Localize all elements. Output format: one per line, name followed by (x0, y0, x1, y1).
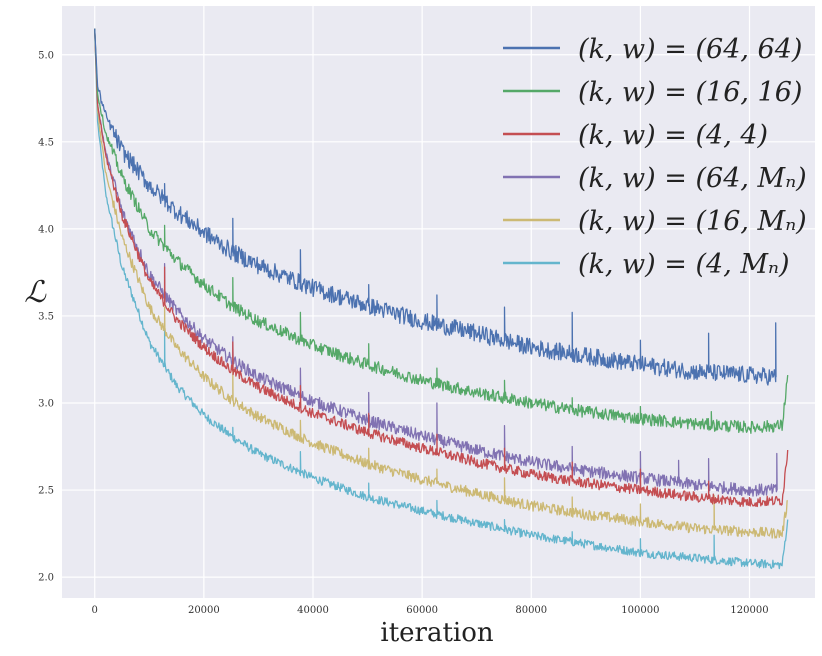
x-axis-label: iteration (380, 618, 493, 648)
legend-label: (k, w) = (16, 16) (578, 77, 802, 108)
series-line-3 (94, 28, 789, 508)
x-tick-label: 80000 (515, 605, 547, 616)
x-tick-label: 40000 (297, 605, 329, 616)
series-line-5 (94, 28, 788, 539)
y-tick-label: 3.0 (38, 398, 54, 409)
y-tick-label: 2.5 (38, 486, 54, 497)
x-tick-label: 120000 (730, 605, 768, 616)
x-tick-label: 100000 (621, 605, 659, 616)
legend: (k, w) = (64, 64) (k, w) = (16, 16) (k, w)… (503, 34, 807, 280)
series-lines (94, 28, 789, 570)
y-tick-label: 5.0 (38, 50, 54, 61)
x-tick-label: 0 (92, 605, 98, 616)
plot-area (62, 6, 815, 598)
y-tick-label: 4.5 (38, 137, 54, 148)
grid (62, 6, 815, 598)
x-axis-ticks: 0 20000 40000 60000 80000 100000 120000 (92, 605, 769, 616)
legend-label: (k, w) = (64, 64) (578, 34, 802, 65)
x-tick-label: 20000 (188, 605, 220, 616)
y-tick-label: 3.5 (38, 311, 54, 322)
legend-label: (k, w) = (16, Mₙ) (578, 206, 807, 237)
series-line-2 (94, 28, 789, 434)
y-tick-label: 4.0 (38, 224, 54, 235)
x-tick-label: 60000 (406, 605, 438, 616)
legend-label: (k, w) = (4, Mₙ) (578, 249, 790, 280)
y-tick-label: 2.0 (38, 573, 54, 584)
y-axis-ticks: 2.0 2.5 3.0 3.5 4.0 4.5 5.0 (38, 50, 54, 583)
series-line-6 (94, 28, 789, 570)
legend-label: (k, w) = (4, 4) (578, 120, 768, 151)
y-axis-label: ℒ (24, 275, 47, 310)
legend-label: (k, w) = (64, Mₙ) (578, 163, 807, 194)
series-line-1 (94, 28, 777, 386)
